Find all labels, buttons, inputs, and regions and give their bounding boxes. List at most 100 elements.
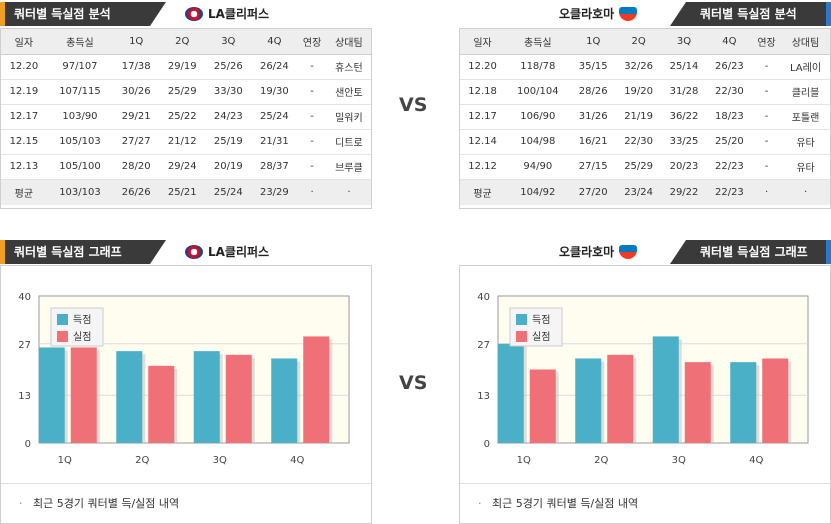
cell-total: 103/103 (46, 179, 114, 205)
cell-date: 12.20 (1, 54, 47, 80)
left-analysis-title: 쿼터별 득실점 분석 (0, 2, 166, 26)
table-row: 12.20 97/107 17/38 29/19 25/26 26/24- 휴스턴 (1, 54, 371, 80)
cell-ot: · (752, 179, 782, 205)
cell-q3: 31/28 (661, 79, 707, 105)
bar-allowed (225, 354, 252, 443)
bar-scored (271, 358, 298, 443)
table-header-row: 일자 총득실 1Q 2Q 3Q 4Q 연장 상대팀 (460, 29, 830, 55)
column-header-q3: 3Q (205, 29, 252, 55)
cell-q1: 27/20 (570, 179, 616, 205)
cell-total: 105/103 (46, 129, 114, 155)
cell-opponent: 휴스턴 (326, 54, 371, 80)
x-tick-label: 4Q (749, 455, 763, 466)
cell-q2: 29/24 (159, 154, 206, 180)
cell-q1: 29/21 (113, 104, 160, 130)
cell-q1: 28/26 (570, 79, 616, 105)
x-tick-label: 3Q (672, 455, 686, 466)
x-tick-label: 2Q (594, 455, 608, 466)
cell-date: 12.17 (1, 104, 47, 130)
vs-label-top: VS (399, 94, 428, 116)
legend-swatch (57, 331, 68, 342)
bullet-icon: · (19, 497, 23, 510)
y-tick-label: 0 (484, 439, 490, 450)
cell-q1: 17/38 (113, 54, 160, 80)
table-header-row: 일자 총득실 1Q 2Q 3Q 4Q 연장 상대팀 (1, 29, 371, 55)
bar-scored (497, 343, 524, 443)
bullet-icon: · (478, 497, 482, 510)
column-header-q4: 4Q (251, 29, 298, 55)
x-tick-label: 3Q (213, 455, 227, 466)
cell-q3: 20/19 (205, 154, 252, 180)
cell-total: 104/92 (505, 179, 571, 205)
table-row: 12.13 105/100 28/20 29/24 20/19 28/37- 브루클 (1, 154, 371, 180)
cell-opponent: 디트로 (326, 129, 371, 155)
right-graph-title: 쿼터별 득실점 그래프 (670, 240, 831, 264)
cell-ot: - (752, 104, 782, 130)
y-tick-label: 27 (18, 340, 31, 351)
bar-allowed (762, 358, 789, 443)
cell-q4: 21/31 (251, 129, 298, 155)
cell-total: 100/104 (505, 79, 571, 105)
table-row: 12.14 104/98 16/21 22/30 33/25 25/20- 유타 (460, 129, 830, 155)
cell-q3: 33/30 (205, 79, 252, 105)
cell-ot: - (752, 79, 782, 105)
legend-swatch (516, 314, 527, 325)
bar-allowed (529, 369, 556, 443)
cell-ot: - (752, 54, 782, 80)
column-header-q2: 2Q (159, 29, 206, 55)
cell-date: 평균 (460, 179, 506, 205)
cell-q3: 25/24 (205, 179, 252, 205)
cell-ot: - (297, 154, 327, 180)
cell-q3: 33/25 (661, 129, 707, 155)
cell-date: 12.13 (1, 154, 47, 180)
cell-q1: 31/26 (570, 104, 616, 130)
legend-swatch (516, 331, 527, 342)
cell-opponent: 샌안토 (326, 79, 371, 105)
table-row: 12.19 107/115 30/26 25/29 33/30 19/30- 샌안토 (1, 79, 371, 105)
cell-total: 118/78 (505, 54, 571, 80)
cell-ot: - (297, 104, 327, 130)
table-row: 12.20 118/78 35/15 32/26 25/14 26/23- LA레이 (460, 54, 830, 80)
right-note-text: 최근 5경기 쿼터별 득/실점 내역 (492, 497, 639, 510)
cell-opponent: LA레이 (781, 54, 830, 80)
table-row: 12.17 106/90 31/26 21/19 36/22 18/23- 포틀랜 (460, 104, 830, 130)
right-analysis-title: 쿼터별 득실점 분석 (670, 2, 831, 26)
bar-allowed (607, 354, 634, 443)
column-header-q4: 4Q (706, 29, 753, 55)
cell-total: 104/98 (505, 129, 571, 155)
cell-q3: 25/14 (661, 54, 707, 80)
cell-q1: 27/15 (570, 154, 616, 180)
left-team-name-2: LA클리퍼스 (208, 245, 270, 259)
y-tick-label: 13 (477, 391, 490, 402)
cell-q4: 19/30 (251, 79, 298, 105)
average-row: 평균 103/103 26/26 25/21 25/24 23/29 · · (1, 179, 371, 205)
bar-scored (652, 336, 679, 443)
x-tick-label: 4Q (290, 455, 304, 466)
vs-label-bottom: VS (399, 372, 428, 394)
cell-q4: 26/24 (251, 54, 298, 80)
legend-swatch (57, 314, 68, 325)
cell-q2: 19/20 (615, 79, 662, 105)
x-tick-label: 2Q (135, 455, 149, 466)
cell-q4: 22/23 (706, 179, 753, 205)
cell-opponent: 유타 (781, 129, 830, 155)
cell-total: 106/90 (505, 104, 571, 130)
cell-q2: 25/21 (159, 179, 206, 205)
cell-total: 94/90 (505, 154, 571, 180)
column-header-ot: 연장 (297, 29, 327, 55)
bar-scored (575, 358, 602, 443)
cell-q3: 29/22 (661, 179, 707, 205)
cell-opponent: 밀워키 (326, 104, 371, 130)
cell-q2: 25/22 (159, 104, 206, 130)
y-tick-label: 40 (477, 292, 490, 303)
column-header-q1: 1Q (113, 29, 160, 55)
cell-date: 12.15 (1, 129, 47, 155)
cell-q2: 32/26 (615, 54, 662, 80)
bar-allowed (148, 365, 175, 443)
column-header-q3: 3Q (661, 29, 707, 55)
left-stats-table: 일자 총득실 1Q 2Q 3Q 4Q 연장 상대팀 12.20 97/107 17/38 29/19… (0, 28, 372, 209)
left-graph-header: 쿼터별 득실점 그래프 LA클리퍼스 (0, 240, 372, 264)
cell-q3: 24/23 (205, 104, 252, 130)
cell-ot: - (752, 129, 782, 155)
